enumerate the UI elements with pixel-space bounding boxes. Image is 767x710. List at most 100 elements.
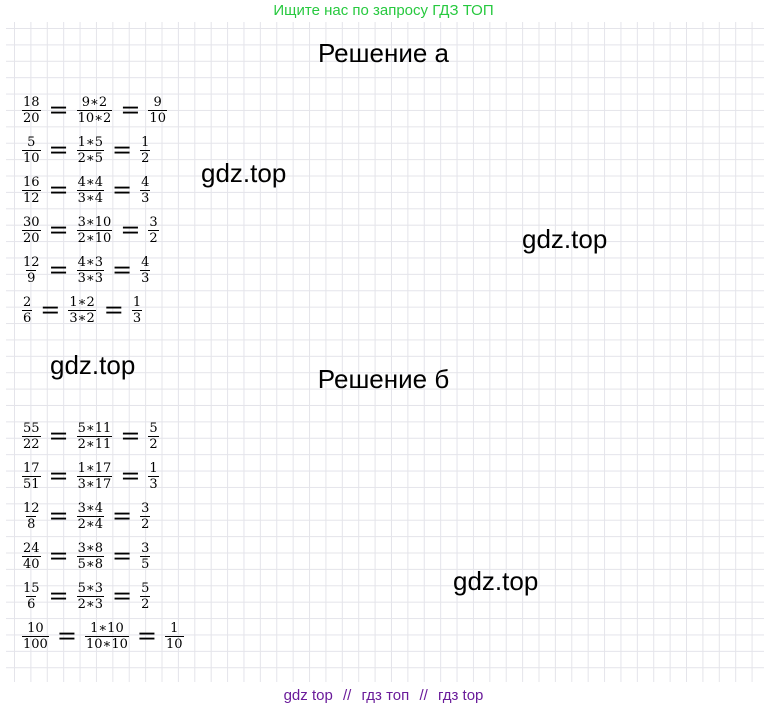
numerator: 5 [149,420,158,436]
equals-sign: = [48,422,69,450]
fraction: 4∗3 3∗3 [76,254,105,286]
numerator: 3∗8 [77,540,104,556]
numerator: 1∗5 [77,134,104,150]
equation: 2 6 = 1∗2 3∗2 = 1 3 [20,290,169,330]
fraction: 1∗2 3∗2 [68,294,96,326]
equals-sign: = [48,256,69,284]
fraction: 12 9 [22,255,41,286]
section-b-title: Решение б [317,364,450,394]
numerator: 1∗17 [77,460,112,476]
fraction: 55 22 [22,421,41,452]
fraction: 3∗8 5∗8 [76,540,105,572]
equation: 17 51 = 1∗17 3∗17 = 1 3 [20,456,186,496]
equals-sign: = [56,622,77,650]
denominator: 22 [22,435,41,452]
denominator: 2 [140,149,151,166]
equals-sign: = [112,542,133,570]
fraction: 3∗4 2∗4 [76,500,105,532]
fraction: 1∗17 3∗17 [76,460,113,492]
denominator: 2∗11 [76,435,113,452]
denominator: 3∗4 [76,189,105,206]
denominator: 2∗5 [76,149,105,166]
numerator: 10 [27,620,44,636]
numerator: 3 [141,540,150,556]
equation: 24 40 = 3∗8 5∗8 = 3 5 [20,536,186,576]
equals-sign: = [112,256,133,284]
numerator: 1∗2 [69,294,95,310]
equals-sign: = [48,136,69,164]
equation: 15 6 = 5∗3 2∗3 = 5 2 [20,576,186,616]
denominator: 2 [140,515,151,532]
fraction: 24 40 [22,541,41,572]
numerator: 5 [27,134,36,150]
numerator: 3 [149,214,158,230]
equals-sign: = [48,502,69,530]
equals-sign: = [112,502,133,530]
fraction: 15 6 [22,581,41,612]
denominator: 3 [140,269,151,286]
equation: 16 12 = 4∗4 3∗4 = 4 3 [20,170,169,210]
equals-sign: = [48,216,69,244]
numerator: 5 [141,580,150,596]
footer-link[interactable]: гдз top [437,687,484,704]
equals-sign: = [112,136,133,164]
numerator: 55 [23,420,40,436]
equals-sign: = [120,422,141,450]
denominator: 3∗3 [76,269,105,286]
equals-sign: = [112,176,133,204]
denominator: 10 [22,149,41,166]
fraction: 9 10 [148,95,167,126]
equals-sign: = [120,462,141,490]
denominator: 3 [148,475,159,492]
equals-sign: = [48,462,69,490]
numerator: 9 [153,94,162,110]
fraction: 9∗2 10∗2 [76,95,113,126]
numerator: 1 [132,294,142,310]
grid-paper [6,22,764,682]
footer-link[interactable]: gdz top [283,687,333,704]
numerator: 1∗10 [90,620,124,636]
watermark: gdz.top [453,566,539,596]
numerator: 3∗10 [77,214,112,230]
fraction: 16 12 [22,175,41,206]
denominator: 5 [140,555,151,572]
denominator: 100 [22,635,49,652]
numerator: 4 [141,254,150,270]
fraction: 1 10 [164,621,184,652]
numerator: 3 [141,500,150,516]
denominator: 10 [164,635,184,652]
numerator: 1 [149,460,158,476]
promo-banner: Ищите нас по запросу ГДЗ ТОП [273,2,494,19]
footer-link[interactable]: гдз топ [361,687,410,704]
equations-a: 18 20 = 9∗2 10∗2 = 9 10 5 10 = 1∗5 2∗5 = 1 2 16 12 = 4∗4 3∗4… [20,90,169,330]
numerator: 1 [141,134,150,150]
denominator: 2 [148,229,159,246]
fraction: 10 100 [22,621,49,652]
fraction: 12 8 [22,501,41,532]
fraction: 30 20 [22,215,41,246]
denominator: 3∗17 [76,475,113,492]
numerator: 12 [23,254,40,270]
equation: 30 20 = 3∗10 2∗10 = 3 2 [20,210,169,250]
denominator: 9 [26,269,37,286]
denominator: 5∗8 [76,555,105,572]
watermark: gdz.top [522,224,608,254]
equation: 10 100 = 1∗10 10∗10 = 1 10 [20,616,186,656]
equations-b: 55 22 = 5∗11 2∗11 = 5 2 17 51 = 1∗17 3∗17 = 1 3 12 8 = 3∗4 2… [20,416,186,656]
fraction: 18 20 [22,95,41,126]
equals-sign: = [48,96,69,124]
numerator: 3∗4 [77,500,104,516]
equation: 12 9 = 4∗3 3∗3 = 4 3 [20,250,169,290]
footer-separator: // [342,687,352,704]
denominator: 3 [131,309,143,326]
numerator: 24 [23,540,40,556]
equals-sign: = [48,582,69,610]
numerator: 4∗3 [77,254,104,270]
equals-sign: = [112,582,133,610]
